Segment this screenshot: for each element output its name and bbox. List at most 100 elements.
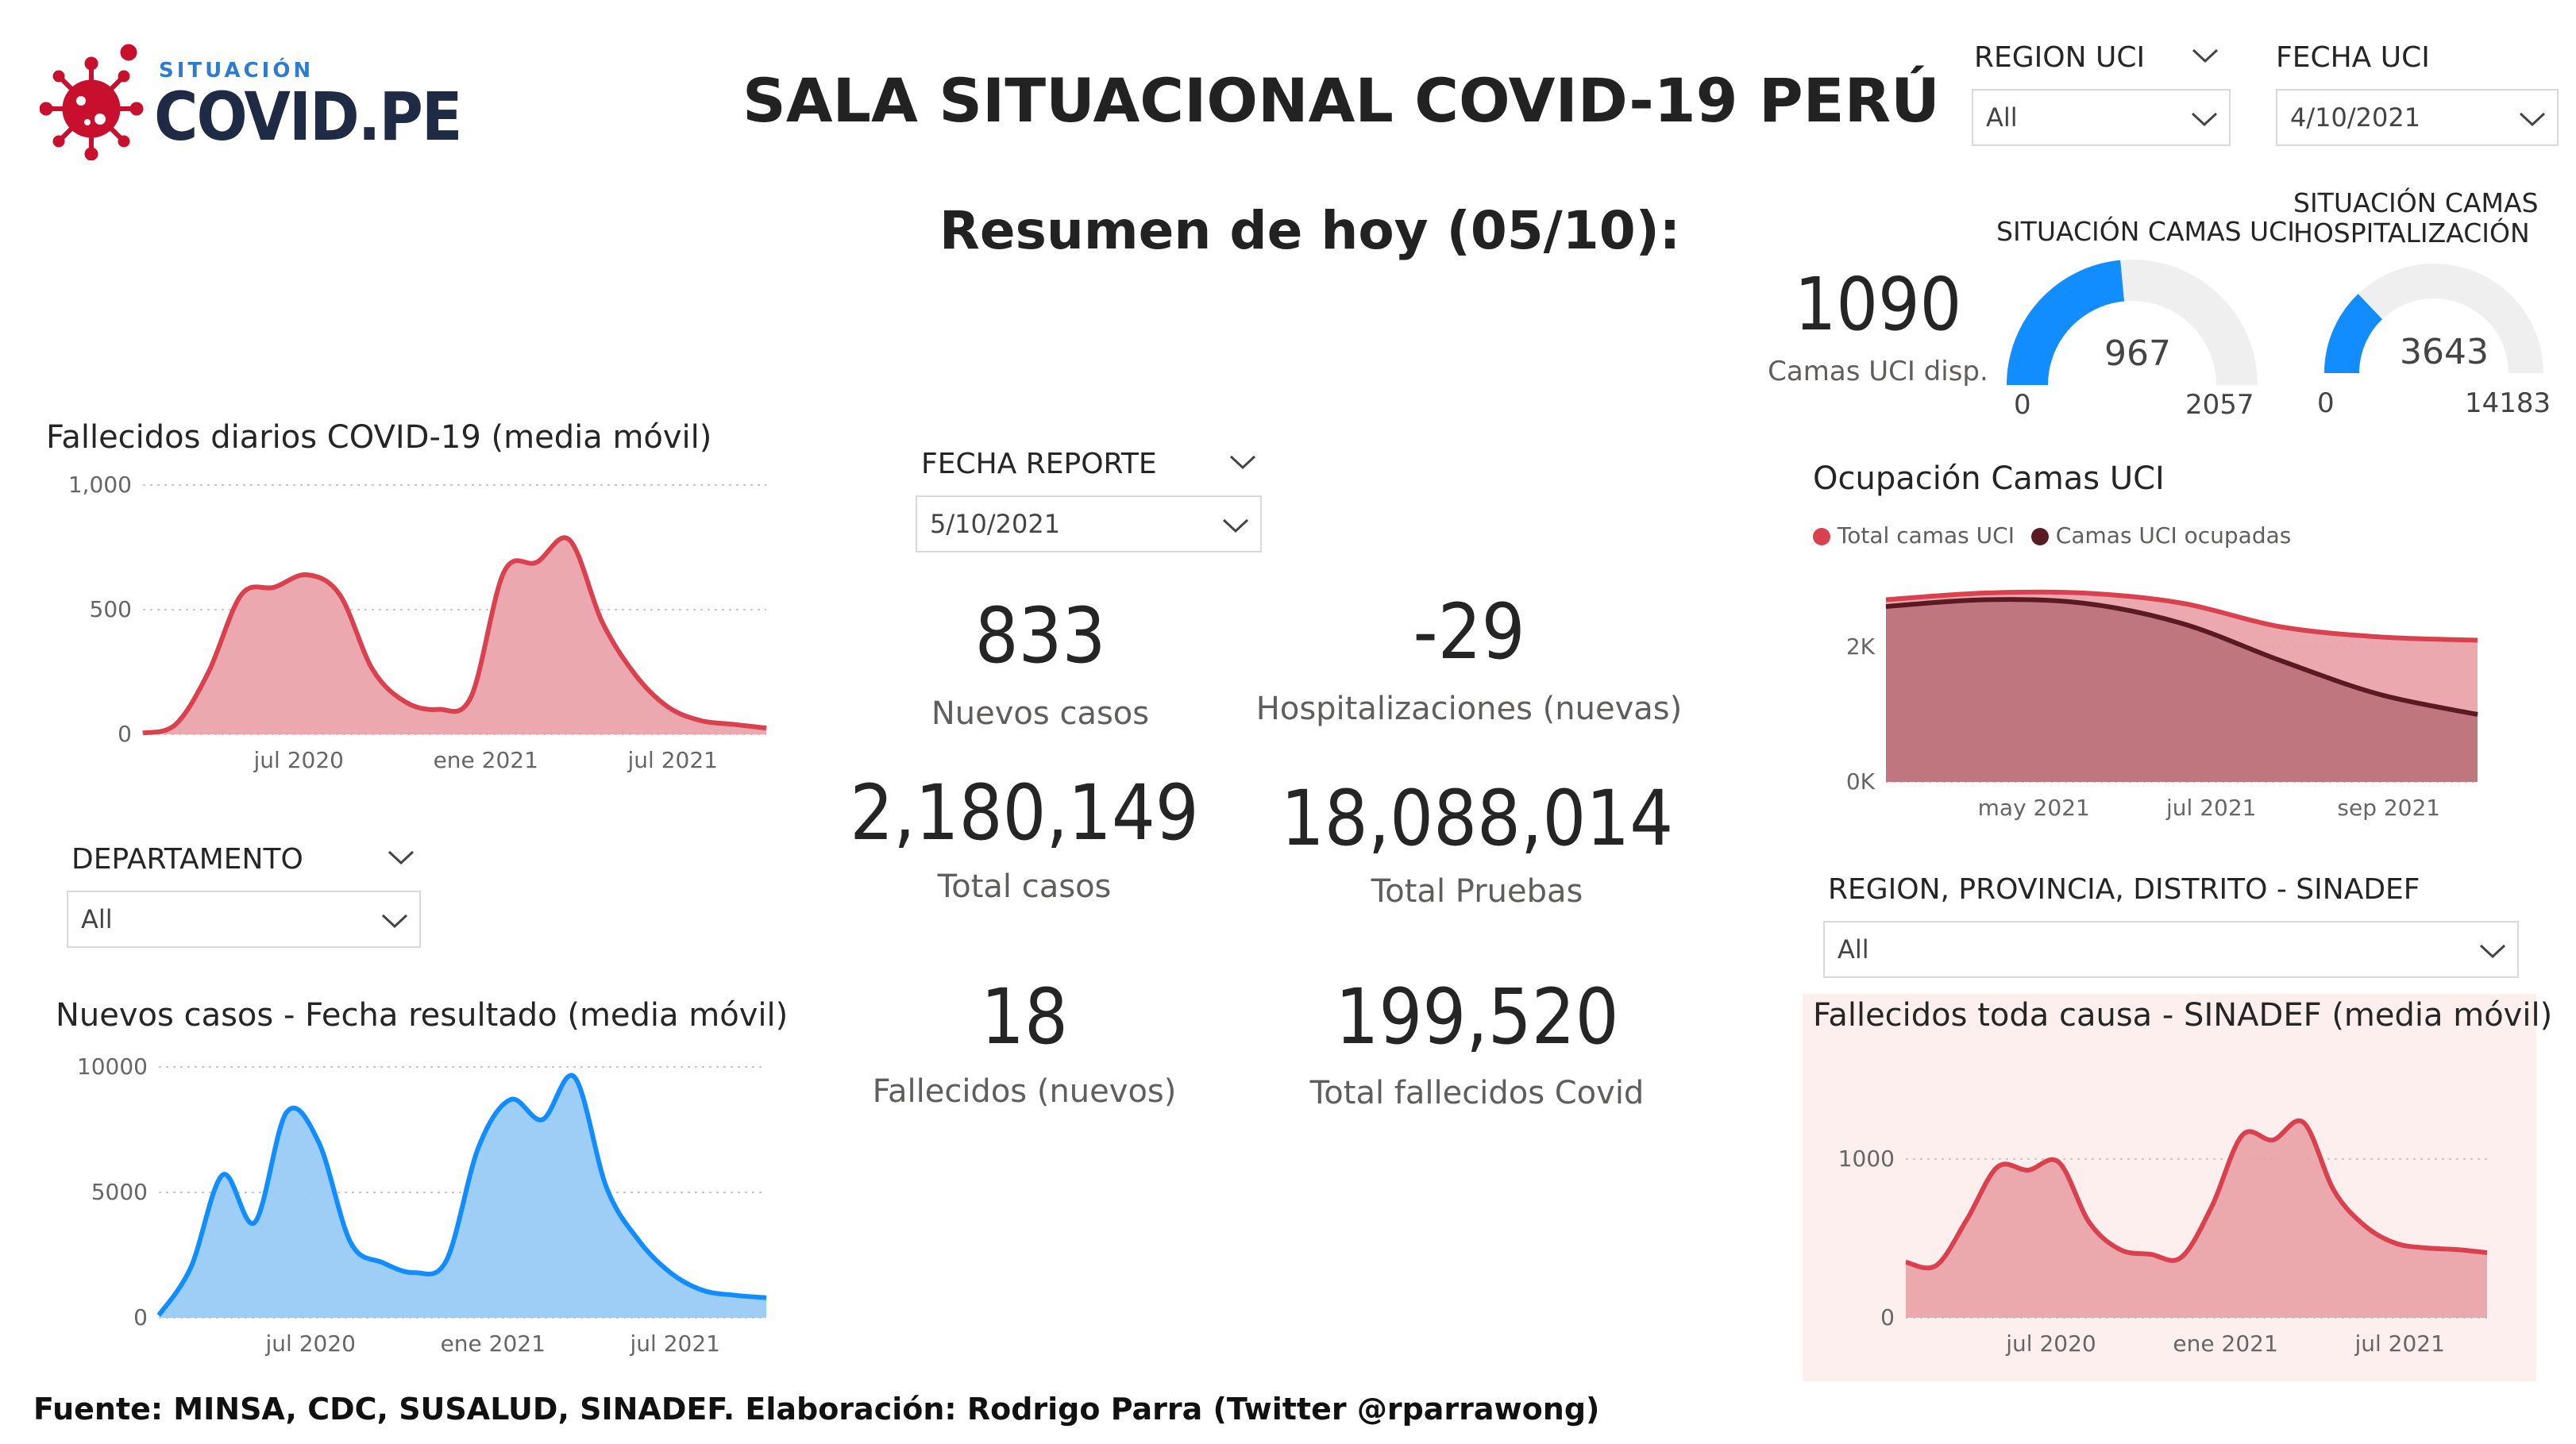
total-fallecidos-value: 199,520: [1335, 972, 1619, 1061]
logo-big-text: COVID.PE: [154, 78, 462, 156]
fecha-reporte-value: 5/10/2021: [930, 509, 1061, 539]
legend-item-total: Total camas UCI: [1837, 522, 2015, 549]
sinadef-chart-title: Fallecidos toda causa - SINADEF (media m…: [1813, 997, 2553, 1034]
data-point: [2280, 660, 2281, 661]
data-point: [510, 1099, 511, 1100]
gauge-hosp-min: 0: [2317, 387, 2335, 419]
data-point: [254, 1222, 256, 1223]
y-tick-label: 1000: [1838, 1146, 1895, 1172]
data-point: [382, 1261, 384, 1263]
x-tick-label: jul 2020: [265, 1330, 356, 1357]
total-casos-value: 2,180,149: [850, 768, 1199, 857]
fallecidos-nuevos-label: Fallecidos (nuevos): [872, 1073, 1177, 1110]
series-area: [1886, 599, 2478, 782]
x-tick-label: jul 2020: [2005, 1330, 2096, 1357]
data-point: [542, 1119, 543, 1120]
data-point: [2394, 1242, 2396, 1244]
x-tick-label: ene 2021: [441, 1330, 546, 1357]
gauge-fill: [2007, 260, 2125, 385]
x-tick-label: sep 2021: [2337, 795, 2440, 821]
data-point: [1885, 606, 1887, 607]
chevron-down-icon: [1222, 518, 1249, 533]
sinadef-chart: 0 1000 jul 2020 ene 2021 jul 2021: [1838, 1118, 2488, 1357]
data-point: [765, 1297, 767, 1299]
chevron-down-icon: [381, 914, 408, 929]
data-point: [569, 539, 570, 541]
y-tick-label: 0: [133, 1304, 148, 1330]
region-uci-dropdown[interactable]: All: [1972, 89, 2231, 146]
departamento-label: DEPARTAMENTO: [71, 843, 303, 876]
summary-subtitle: Resumen de hoy (05/10):: [939, 200, 1681, 261]
total-casos-label: Total casos: [937, 868, 1112, 905]
data-point: [573, 1076, 575, 1078]
legend-dot: [1813, 528, 1830, 545]
nuevos-casos-label: Nuevos casos: [931, 695, 1150, 732]
data-point: [1905, 1261, 1907, 1263]
x-tick-label: jul 2021: [2354, 1330, 2444, 1357]
legend: Total camas UCI Camas UCI ocupadas: [1813, 522, 2291, 549]
gauge-uci-value: 967: [2104, 333, 2171, 374]
data-point: [445, 1259, 447, 1261]
x-tick-label: jul 2021: [630, 1330, 720, 1357]
data-point: [2150, 1253, 2151, 1255]
data-point: [1936, 1265, 1938, 1266]
fallecidos-chart-title: Fallecidos diarios COVID-19 (media móvil…: [46, 419, 712, 456]
region-uci-label: REGION UCI: [1974, 41, 2146, 74]
y-tick-label: 500: [90, 596, 132, 622]
gauge-uci: [2007, 260, 2258, 385]
logo: SITUACIÓN COVID.PE: [40, 41, 462, 160]
data-point: [142, 732, 144, 734]
y-tick-label: 5000: [91, 1179, 148, 1205]
region-sinadef-dropdown[interactable]: All: [1823, 921, 2519, 978]
chevron-down-icon[interactable]: [388, 849, 415, 865]
data-point: [470, 696, 472, 698]
gauge-uci-title: SITUACIÓN CAMAS UCI: [1996, 216, 2295, 247]
total-fallecidos-label: Total fallecidos Covid: [1309, 1075, 1645, 1111]
gauge-hosp-title-1: SITUACIÓN CAMAS: [2293, 187, 2539, 218]
data-point: [2082, 592, 2084, 594]
total-pruebas-label: Total Pruebas: [1371, 873, 1583, 910]
nuevos-casos-chart-title: Nuevos casos - Fecha resultado (media mó…: [56, 997, 789, 1034]
fecha-reporte-label: FECHA REPORTE: [921, 448, 1157, 480]
chevron-down-icon[interactable]: [2192, 48, 2219, 64]
virus-icon: [40, 44, 144, 160]
data-point: [1984, 592, 1985, 594]
camas-uci-disp-value: 1090: [1794, 262, 1962, 347]
fecha-uci-value: 4/10/2021: [2290, 102, 2421, 133]
data-point: [175, 723, 176, 725]
fecha-reporte-dropdown[interactable]: 5/10/2021: [916, 495, 1262, 553]
data-point: [2280, 626, 2281, 627]
x-tick-label: may 2021: [1978, 795, 2090, 821]
chevron-down-icon[interactable]: [1229, 454, 1256, 470]
gauge-uci-min: 0: [2014, 389, 2031, 421]
data-point: [1966, 1219, 1968, 1220]
y-tick-label: 10000: [77, 1053, 148, 1080]
fallecidos-nuevos-value: 18: [981, 972, 1068, 1061]
data-point: [478, 1146, 480, 1148]
fallecidos-chart: 0 500 1,000 jul 2020 ene 2021 jul 2021: [68, 472, 767, 773]
chevron-down-icon: [2479, 944, 2506, 959]
series-area: [1906, 1120, 2487, 1318]
series-area: [143, 537, 766, 734]
data-point: [701, 1289, 703, 1291]
region-uci-value: All: [1986, 102, 2018, 133]
data-point: [700, 720, 701, 722]
legend-item-ocupadas: Camas UCI ocupadas: [2055, 522, 2292, 549]
gauge-hosp-max: 14183: [2465, 387, 2551, 419]
data-point: [350, 1242, 352, 1243]
y-tick-label: 0: [118, 721, 132, 747]
data-point: [765, 727, 767, 729]
data-point: [1984, 599, 1985, 600]
data-point: [1885, 599, 1887, 600]
series-line: [1905, 1118, 2488, 1271]
y-tick-label: 1,000: [68, 472, 132, 498]
series-area: [159, 1075, 766, 1318]
fecha-uci-dropdown[interactable]: 4/10/2021: [2276, 89, 2559, 146]
data-point: [372, 668, 373, 670]
ocupacion-uci-chart-title: Ocupación Camas UCI: [1813, 460, 2165, 497]
hospitalizaciones-value: -29: [1413, 587, 1525, 676]
departamento-value: All: [81, 904, 113, 934]
y-tick-label: 0: [1880, 1304, 1895, 1330]
departamento-dropdown[interactable]: All: [67, 891, 421, 948]
y-tick-label: 0K: [1846, 768, 1876, 795]
